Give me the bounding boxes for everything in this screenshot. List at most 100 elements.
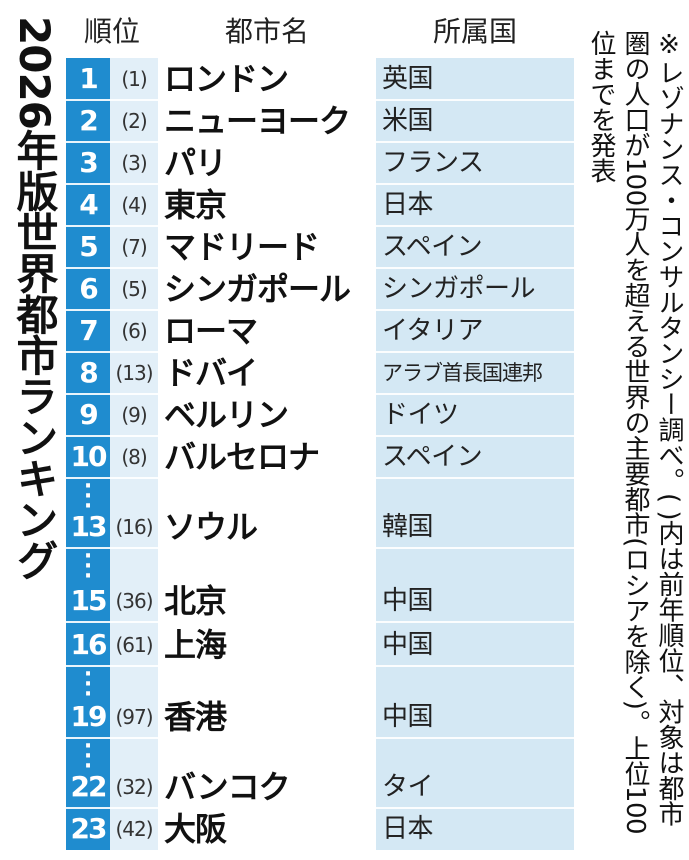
city-name: 東京 xyxy=(164,186,227,224)
row-divider xyxy=(66,393,574,395)
rank-number: 5 xyxy=(79,230,98,263)
rank-number: 15 xyxy=(70,584,108,617)
header-rank: 順位 xyxy=(83,15,140,48)
previous-rank: (9) xyxy=(121,403,147,427)
previous-rank: (2) xyxy=(121,109,147,133)
rank-number: 4 xyxy=(79,188,98,221)
country-name: 英国 xyxy=(382,64,434,94)
ranking-row: 8 (13) ドバイ アラブ首長国連邦 xyxy=(66,352,574,394)
previous-rank: (3) xyxy=(121,151,147,175)
row-divider xyxy=(66,477,574,479)
city-name: ロンドン xyxy=(164,60,289,98)
ranking-row: 10 (8) バルセロナ スペイン xyxy=(66,436,574,478)
source-note: ※レゾナンス・コンサルタンシー調べ。( )内は前年順位、対象は都市圏の人口が10… xyxy=(586,30,684,835)
city-name: パリ xyxy=(164,144,227,182)
ranking-row: 19 (97) 香港 中国 xyxy=(66,696,574,738)
ranking-row: 13 (16) ソウル 韓国 xyxy=(66,506,574,548)
row-divider xyxy=(66,99,574,101)
city-name: バルセロナ xyxy=(164,438,320,476)
ranking-row: 22 (32) バンコク タイ xyxy=(66,766,574,808)
row-divider xyxy=(66,183,574,185)
previous-rank: (8) xyxy=(121,445,147,469)
previous-rank: (6) xyxy=(121,319,147,343)
country-name: タイ xyxy=(382,772,434,802)
rank-number: 22 xyxy=(70,770,108,803)
city-name: 大阪 xyxy=(164,810,227,848)
city-name: ニューヨーク xyxy=(164,102,351,140)
rank-number: 1 xyxy=(79,62,98,95)
row-divider xyxy=(66,807,574,809)
ranking-row: 1 (1) ロンドン 英国 xyxy=(66,58,574,100)
city-name: ドバイ xyxy=(164,354,258,392)
country-name: 米国 xyxy=(382,106,434,136)
city-name: ローマ xyxy=(164,312,258,350)
rank-number: 13 xyxy=(70,510,108,543)
country-name: イタリア xyxy=(382,316,483,346)
row-divider xyxy=(66,309,574,311)
row-divider xyxy=(66,225,574,227)
ranking-row: 23 (42) 大阪 日本 xyxy=(66,808,574,850)
rank-number: 16 xyxy=(70,628,108,661)
country-name: 日本 xyxy=(382,190,434,220)
previous-rank: (42) xyxy=(115,817,153,841)
previous-rank: (61) xyxy=(115,633,153,657)
previous-rank: (32) xyxy=(115,775,153,799)
country-name: 中国 xyxy=(382,702,434,732)
row-divider xyxy=(66,665,574,667)
ranking-row: 16 (61) 上海 中国 xyxy=(66,624,574,666)
country-name: 日本 xyxy=(382,814,434,844)
country-name: スペイン xyxy=(382,232,483,262)
rank-number: 19 xyxy=(70,700,108,733)
rank-column-band xyxy=(66,58,110,850)
city-column-band xyxy=(158,58,376,850)
ranking-row: 2 (2) ニューヨーク 米国 xyxy=(66,100,574,142)
rank-number: 7 xyxy=(79,314,98,347)
country-name: 韓国 xyxy=(382,512,434,542)
row-divider xyxy=(66,435,574,437)
ranking-row: 6 (5) シンガポール シンガポール xyxy=(66,268,574,310)
row-divider xyxy=(66,141,574,143)
country-name: アラブ首長国連邦 xyxy=(382,361,543,385)
ranking-row: 5 (7) マドリード スペイン xyxy=(66,226,574,268)
header-city: 都市名 xyxy=(224,15,309,48)
previous-rank: (97) xyxy=(115,705,153,729)
city-name: ソウル xyxy=(164,508,258,546)
header-country: 所属国 xyxy=(432,15,517,48)
ranking-row: 4 (4) 東京 日本 xyxy=(66,184,574,226)
row-divider xyxy=(66,267,574,269)
ranking-row: 9 (9) ベルリン ドイツ xyxy=(66,394,574,436)
rank-number: 6 xyxy=(79,272,98,305)
skipped-ranks-marker: · · · xyxy=(83,474,93,519)
ranking-row: 7 (6) ローマ イタリア xyxy=(66,310,574,352)
rank-number: 10 xyxy=(70,440,108,473)
rank-number: 9 xyxy=(79,398,98,431)
ranking-row: 15 (36) 北京 中国 xyxy=(66,580,574,622)
row-divider xyxy=(66,737,574,739)
country-name: ドイツ xyxy=(382,400,459,430)
rank-number: 3 xyxy=(79,146,98,179)
ranking-title: 2026年版世界都市ランキング xyxy=(10,16,59,580)
skipped-ranks-marker: · · · xyxy=(83,662,93,707)
country-name: フランス xyxy=(382,148,484,178)
ranking-table: 1 (1) ロンドン 英国 2 (2) ニューヨーク 米国 3 (3) パリ フランス 4 (4) 東京 日本… xyxy=(66,58,574,850)
previous-rank: (36) xyxy=(115,589,153,613)
previous-rank: (13) xyxy=(115,361,153,385)
country-name: 中国 xyxy=(382,586,434,616)
previous-rank: (5) xyxy=(121,277,147,301)
rank-number: 2 xyxy=(79,104,98,137)
city-name: 上海 xyxy=(164,626,227,664)
country-name: 中国 xyxy=(382,630,434,660)
country-name: シンガポール xyxy=(382,274,536,304)
skipped-ranks-marker: · · · xyxy=(83,734,93,779)
previous-rank-column-band xyxy=(110,58,158,850)
city-name: 香港 xyxy=(164,698,227,736)
previous-rank: (16) xyxy=(115,515,153,539)
previous-rank: (1) xyxy=(121,67,147,91)
city-name: ベルリン xyxy=(164,396,289,434)
row-divider xyxy=(66,351,574,353)
city-name: マドリード xyxy=(164,228,320,266)
country-name: スペイン xyxy=(382,442,483,472)
skipped-ranks-marker: · · · xyxy=(83,544,93,589)
city-name: バンコク xyxy=(164,768,291,806)
ranking-row: 3 (3) パリ フランス xyxy=(66,142,574,184)
